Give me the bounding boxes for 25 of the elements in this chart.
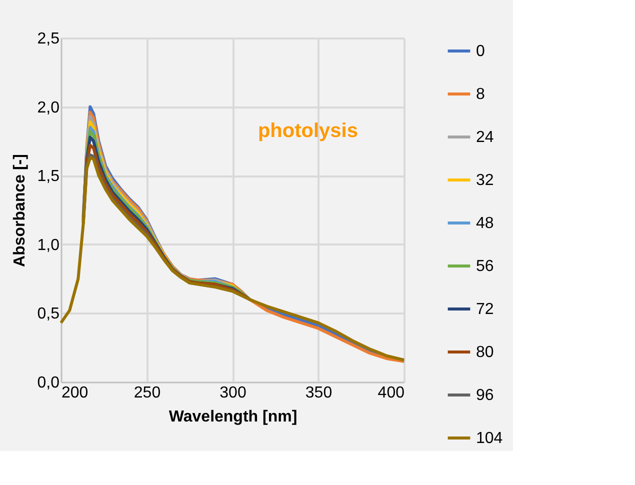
- y-axis-title: Absorbance [-]: [11, 154, 28, 267]
- legend-label: 0: [476, 43, 485, 60]
- legend-label: 8: [476, 86, 485, 103]
- x-tick-label: 200: [62, 384, 88, 402]
- y-tick-label: 1,5: [37, 168, 60, 186]
- x-tick-label: 250: [134, 384, 161, 402]
- legend-label: 48: [476, 215, 494, 232]
- legend-label: 56: [476, 258, 494, 275]
- x-tick-label: 300: [220, 384, 246, 402]
- y-tick-label: 0,0: [37, 374, 60, 392]
- legend-label: 72: [476, 301, 494, 318]
- legend-label: 32: [476, 172, 494, 189]
- line-series: [60, 156, 406, 362]
- y-tick-label: 2,0: [37, 99, 60, 116]
- x-tick-label: 350: [305, 384, 332, 402]
- x-axis-title: Wavelength [nm]: [168, 408, 298, 426]
- y-tick-label: 2,5: [37, 30, 60, 48]
- y-tick-label: 1,0: [37, 236, 60, 254]
- legend-label: 24: [476, 129, 494, 146]
- x-tick-label: 400: [378, 384, 405, 402]
- legend-label: 104: [476, 430, 503, 447]
- legend-label: 80: [476, 344, 494, 361]
- legend-label: 96: [476, 387, 494, 404]
- y-tick-label: 0,5: [37, 306, 60, 323]
- annotation: photolysis: [258, 120, 358, 142]
